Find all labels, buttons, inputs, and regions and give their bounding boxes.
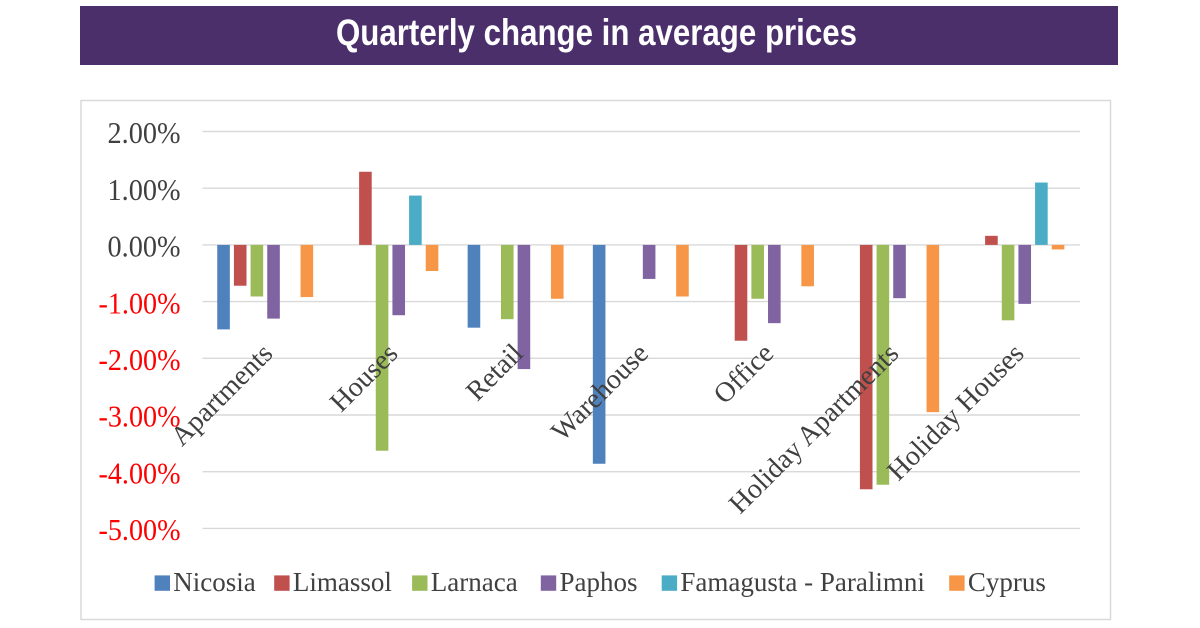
svg-text:Limassol: Limassol bbox=[293, 567, 392, 597]
svg-text:0.00%: 0.00% bbox=[108, 229, 181, 264]
svg-text:Paphos: Paphos bbox=[560, 567, 638, 597]
svg-text:Cyprus: Cyprus bbox=[968, 567, 1046, 597]
svg-text:-2.00%: -2.00% bbox=[99, 342, 181, 377]
svg-text:-3.00%: -3.00% bbox=[99, 399, 181, 434]
svg-text:Quarterly change in average pr: Quarterly change in average prices bbox=[336, 12, 857, 53]
svg-text:-4.00%: -4.00% bbox=[99, 455, 181, 490]
svg-text:Nicosia: Nicosia bbox=[173, 567, 255, 597]
svg-text:-5.00%: -5.00% bbox=[99, 512, 181, 547]
svg-text:2.00%: 2.00% bbox=[108, 115, 181, 150]
svg-text:Famagusta - Paralimni: Famagusta - Paralimni bbox=[680, 567, 924, 597]
svg-text:1.00%: 1.00% bbox=[108, 172, 181, 207]
svg-text:-1.00%: -1.00% bbox=[99, 285, 181, 320]
svg-text:Larnaca: Larnaca bbox=[431, 567, 518, 597]
